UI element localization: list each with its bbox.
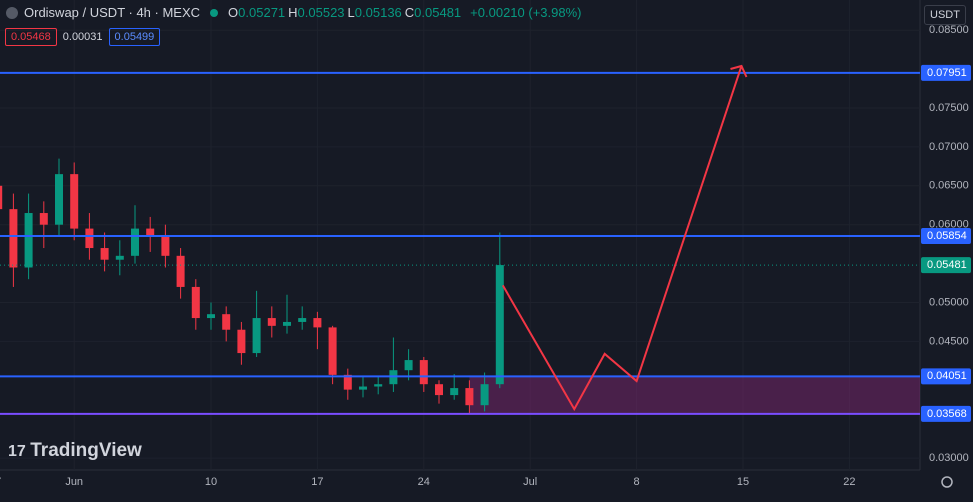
bid[interactable]: 0.05468 [5,28,57,46]
candle-body [100,248,109,260]
candle-body [252,318,261,354]
candle-body [465,388,474,406]
time-tick-label: 17 [311,476,323,488]
ohlc-value: 0.05523 [297,5,345,20]
ask[interactable]: 0.05499 [108,28,161,46]
level-label: 0.04051 [927,370,967,382]
candle-body [267,318,276,326]
candle-body [419,360,428,385]
projection-arrowhead [730,64,748,78]
price-tick-label: 0.06000 [929,219,969,231]
candle-body [480,384,489,406]
change: +0.00210 (+3.98%) [470,5,582,20]
time-tick-label: Jul [523,476,537,488]
candle-body [85,228,94,249]
time-tick-label: 22 [843,476,855,488]
price-tick-label: 0.05000 [929,296,969,308]
candle-body [115,255,124,260]
price-tick-label: 0.07000 [929,141,969,153]
candle-body [435,384,443,396]
candle-body [161,236,170,256]
logo-text: TradingView [30,440,142,461]
level-label-box [921,368,971,385]
level-label: 0.05854 [927,230,967,242]
spread: 0.00031 [62,31,103,43]
candle-body [131,228,139,256]
candle-body [222,314,231,330]
time-tick-label: 10 [205,476,217,488]
price-tick-label: 0.08500 [929,24,969,36]
price-tick-label: 0.07500 [929,102,969,114]
candle-body [343,374,352,390]
time-tick-label: 15 [737,476,749,488]
candle-body [55,174,63,225]
ohlc-value: 0.05136 [354,5,402,20]
ohlc-key: O [228,5,239,20]
candle-body [328,327,337,375]
level-label-box [921,228,971,245]
currency-button[interactable]: USDT [924,5,966,25]
candle-body [495,265,504,385]
level-label-box [921,405,971,422]
candle-body [313,318,322,328]
status-dot [210,8,219,17]
candle-body [9,209,18,268]
last-price-box [921,257,971,274]
price-tick-label: 0.04500 [929,335,969,347]
candle-body [359,386,367,390]
candle-body [176,255,185,287]
ohlc-key: H [288,5,298,20]
symbol-header: Ordiswap / USDT · 4h · MEXC O0.05271 H0.0… [6,5,584,20]
ohlc-key: C [404,5,415,20]
candle-body [298,318,307,322]
level-label-box [921,64,971,81]
candle-body [283,321,291,326]
candle-body [191,286,200,319]
logo: 17 TradingView [8,440,142,461]
symbol[interactable]: Ordiswap / USDT · 4h · MEXC [24,5,201,20]
price-tick-label: 0.03000 [929,452,969,464]
time-tick-label: Jun [65,476,83,488]
candle-body [374,384,383,387]
ohlc-key: L [347,5,355,20]
candle-body [39,213,48,225]
candle-body [207,314,215,319]
candle-body [24,213,33,268]
projection-path [501,65,743,412]
candle-body [450,388,459,396]
time-tick-label: 7 [0,476,1,488]
price-tick-label: 0.06500 [929,180,969,192]
level-label: 0.07951 [927,67,967,79]
candle-body [237,329,246,354]
ohlc-value: 0.05481 [414,5,462,20]
time-tick-label: 24 [418,476,430,488]
symbol-icon [6,6,18,19]
candle-body [70,174,79,229]
time-tick-label: 8 [634,476,640,488]
ohlc: O0.05271 H0.05523 L0.05136 C0.05481 [228,5,464,20]
candle-body [146,228,155,237]
candle-body [404,360,413,371]
target-zone [469,376,920,414]
ohlc-value: 0.05271 [238,5,286,20]
quotes: 0.05468 0.00031 0.05499 [5,28,161,46]
level-label: 0.03568 [927,408,967,420]
last-price-label: 0.05481 [927,259,967,271]
candle-body [0,185,3,210]
settings-icon [941,476,953,488]
